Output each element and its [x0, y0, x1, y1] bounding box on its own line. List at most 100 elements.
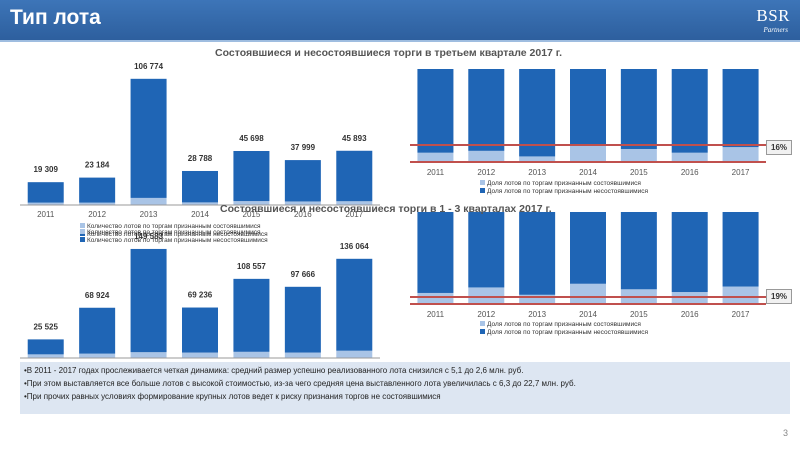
- bar-segment: [182, 307, 218, 353]
- tick-label: 2017: [732, 310, 750, 319]
- data-label: 69 236: [188, 291, 213, 300]
- bar-segment: [27, 182, 64, 203]
- bar-segment: [468, 150, 505, 162]
- legend-label: Количество лотов по торгам признанным не…: [87, 237, 268, 244]
- bar-segment: [671, 212, 708, 293]
- bar-segment: [182, 202, 218, 205]
- header-divider: [0, 40, 800, 42]
- legend-swatch: [80, 229, 85, 234]
- note-item: •При прочих равных условиях формирование…: [24, 392, 441, 401]
- bar-segment: [233, 278, 270, 352]
- logo-text: BSR: [756, 6, 790, 25]
- chart-title-q1-3: Состоявшиеся и несостоявшиеся торги в 1 …: [220, 203, 552, 215]
- data-label: 25 525: [33, 322, 58, 331]
- bar-segment: [468, 287, 505, 304]
- data-label: 23 184: [85, 161, 110, 170]
- data-label: 45 698: [239, 134, 264, 143]
- bar-segment: [79, 307, 116, 354]
- bar-segment: [417, 152, 454, 162]
- bar-segment: [620, 69, 657, 149]
- note-item: •При этом выставляется все больше лотов …: [24, 379, 576, 388]
- bar-segment: [130, 197, 167, 205]
- bar-segment: [620, 148, 657, 162]
- logo-subtext: Partners: [763, 26, 789, 34]
- bsr-logo: BSR Partners: [738, 6, 790, 38]
- tick-label: 2016: [681, 168, 699, 177]
- legend-swatch: [480, 180, 485, 185]
- tick-label: 2014: [579, 168, 597, 177]
- bar-segment: [79, 202, 116, 205]
- bar-segment: [417, 69, 454, 153]
- bar-segment: [182, 170, 218, 203]
- bar-segment: [722, 69, 759, 148]
- bar-segment: [336, 201, 373, 205]
- page-title: Тип лота: [10, 6, 101, 29]
- tick-label: 2011: [37, 210, 55, 219]
- bar-segment: [336, 350, 373, 358]
- bar-segment: [722, 286, 759, 304]
- bar-segment: [79, 177, 116, 203]
- header-bar: Тип лота BSR Partners: [0, 0, 800, 40]
- legend-label: Доля лотов по торгам признанным несостоя…: [487, 329, 649, 336]
- bar-segment: [27, 202, 64, 205]
- tick-label: 2012: [477, 310, 495, 319]
- tick-label: 2017: [345, 210, 363, 219]
- tick-label: 2013: [528, 168, 546, 177]
- tick-label: 2015: [630, 310, 648, 319]
- share-callout-q1-3: 19%: [766, 289, 793, 304]
- bar-segment: [671, 69, 708, 153]
- bar-segment: [233, 201, 270, 205]
- chart-title-q3: Состоявшиеся и несостоявшиеся торги в тр…: [215, 47, 563, 59]
- bar-segment: [130, 352, 167, 358]
- bar-segment: [233, 150, 270, 202]
- bar-segment: [620, 212, 657, 290]
- tick-label: 2013: [528, 310, 546, 319]
- tick-label: 2015: [630, 168, 648, 177]
- data-label: 108 557: [237, 262, 266, 271]
- bar-segment: [519, 156, 556, 162]
- bar-segment: [671, 292, 708, 304]
- bar-segment: [519, 294, 556, 304]
- bar-segment: [468, 69, 505, 151]
- legend-swatch: [80, 237, 85, 242]
- data-label: 68 924: [85, 291, 110, 300]
- data-label: 97 666: [291, 270, 316, 279]
- note-item: •В 2011 - 2017 годах прослеживается четк…: [24, 366, 524, 375]
- bar-segment: [570, 69, 606, 145]
- tick-label: 2014: [579, 310, 597, 319]
- bar-segment: [284, 286, 321, 353]
- bar-segment: [182, 352, 218, 358]
- bar-segment: [130, 78, 167, 198]
- legend-swatch: [480, 321, 485, 326]
- data-label: 45 893: [342, 134, 367, 143]
- tick-label: 2012: [477, 168, 495, 177]
- bar-segment: [130, 248, 167, 353]
- bar-segment: [570, 144, 606, 162]
- bar-segment: [284, 201, 321, 205]
- legend-swatch: [480, 188, 485, 193]
- tick-label: 2016: [681, 310, 699, 319]
- tick-label: 2012: [88, 210, 106, 219]
- legend-label: Доля лотов по торгам признанным состоявш…: [487, 321, 641, 328]
- data-label: 136 064: [340, 242, 369, 251]
- bar-segment: [27, 354, 64, 358]
- bar-segment: [570, 212, 606, 284]
- tick-label: 2013: [140, 210, 158, 219]
- bar-segment: [233, 351, 270, 358]
- bar-segment: [722, 147, 759, 162]
- legend-label: Количество лотов по торгам признанным со…: [87, 223, 261, 230]
- legend-label: Доля лотов по торгам признанным несостоя…: [487, 188, 649, 195]
- legend-label: Количество лотов по торгам признанным со…: [87, 229, 261, 236]
- bar-segment: [284, 160, 321, 202]
- bar-segment: [519, 212, 556, 295]
- share-callout-q3: 16%: [766, 140, 793, 155]
- bar-segment: [570, 283, 606, 304]
- page-number: 3: [782, 428, 788, 438]
- bar-segment: [519, 69, 556, 157]
- bar-segment: [336, 150, 373, 202]
- bar-segment: [27, 339, 64, 355]
- bar-segment: [417, 212, 454, 293]
- bar-segment: [671, 152, 708, 162]
- legend-swatch: [480, 329, 485, 334]
